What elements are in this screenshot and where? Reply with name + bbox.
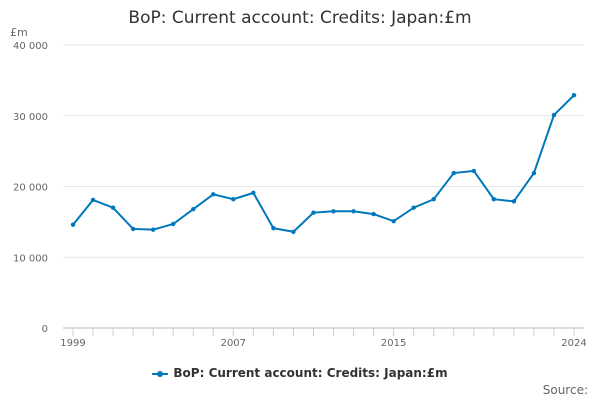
data-point (471, 168, 476, 174)
data-point (531, 170, 537, 176)
data-point (371, 211, 376, 217)
data-point (110, 205, 116, 210)
data-point (231, 197, 236, 202)
series-line (72, 94, 575, 233)
data-point (551, 112, 557, 118)
y-tick-label: 10 000 (13, 253, 48, 264)
data-point (130, 226, 136, 232)
data-point (90, 197, 96, 203)
y-tick-label: 20 000 (13, 183, 48, 194)
x-tick-label: 2024 (561, 338, 586, 349)
data-point (491, 197, 497, 202)
data-point (70, 222, 76, 227)
y-tick-label: 40 000 (13, 41, 48, 52)
data-point (411, 205, 416, 210)
data-point (311, 210, 316, 215)
data-point (351, 209, 356, 214)
legend[interactable]: BoP: Current account: Credits: Japan:£m (0, 366, 600, 380)
data-point (291, 229, 296, 234)
source-label: Source: (542, 383, 588, 397)
data-point (391, 218, 396, 224)
y-tick-label: 0 (42, 324, 48, 335)
legend-label: BoP: Current account: Credits: Japan:£m (173, 366, 448, 380)
data-point (571, 93, 577, 98)
legend-swatch (152, 370, 169, 377)
data-point (271, 226, 276, 231)
data-point (331, 209, 336, 214)
data-point (150, 227, 156, 232)
data-point (431, 197, 436, 202)
data-point (251, 190, 256, 196)
y-axis-unit-label: £m (10, 26, 28, 39)
data-point (191, 206, 196, 212)
chart-title: BoP: Current account: Credits: Japan:£m (128, 8, 472, 28)
x-tick-label: 1999 (60, 338, 85, 349)
data-point (171, 221, 176, 227)
data-point (511, 199, 517, 204)
data-point (211, 192, 216, 197)
y-tick-label: 30 000 (13, 112, 48, 123)
x-tick-label: 2015 (381, 338, 406, 349)
data-point (451, 170, 456, 176)
x-tick-label: 2007 (221, 338, 246, 349)
